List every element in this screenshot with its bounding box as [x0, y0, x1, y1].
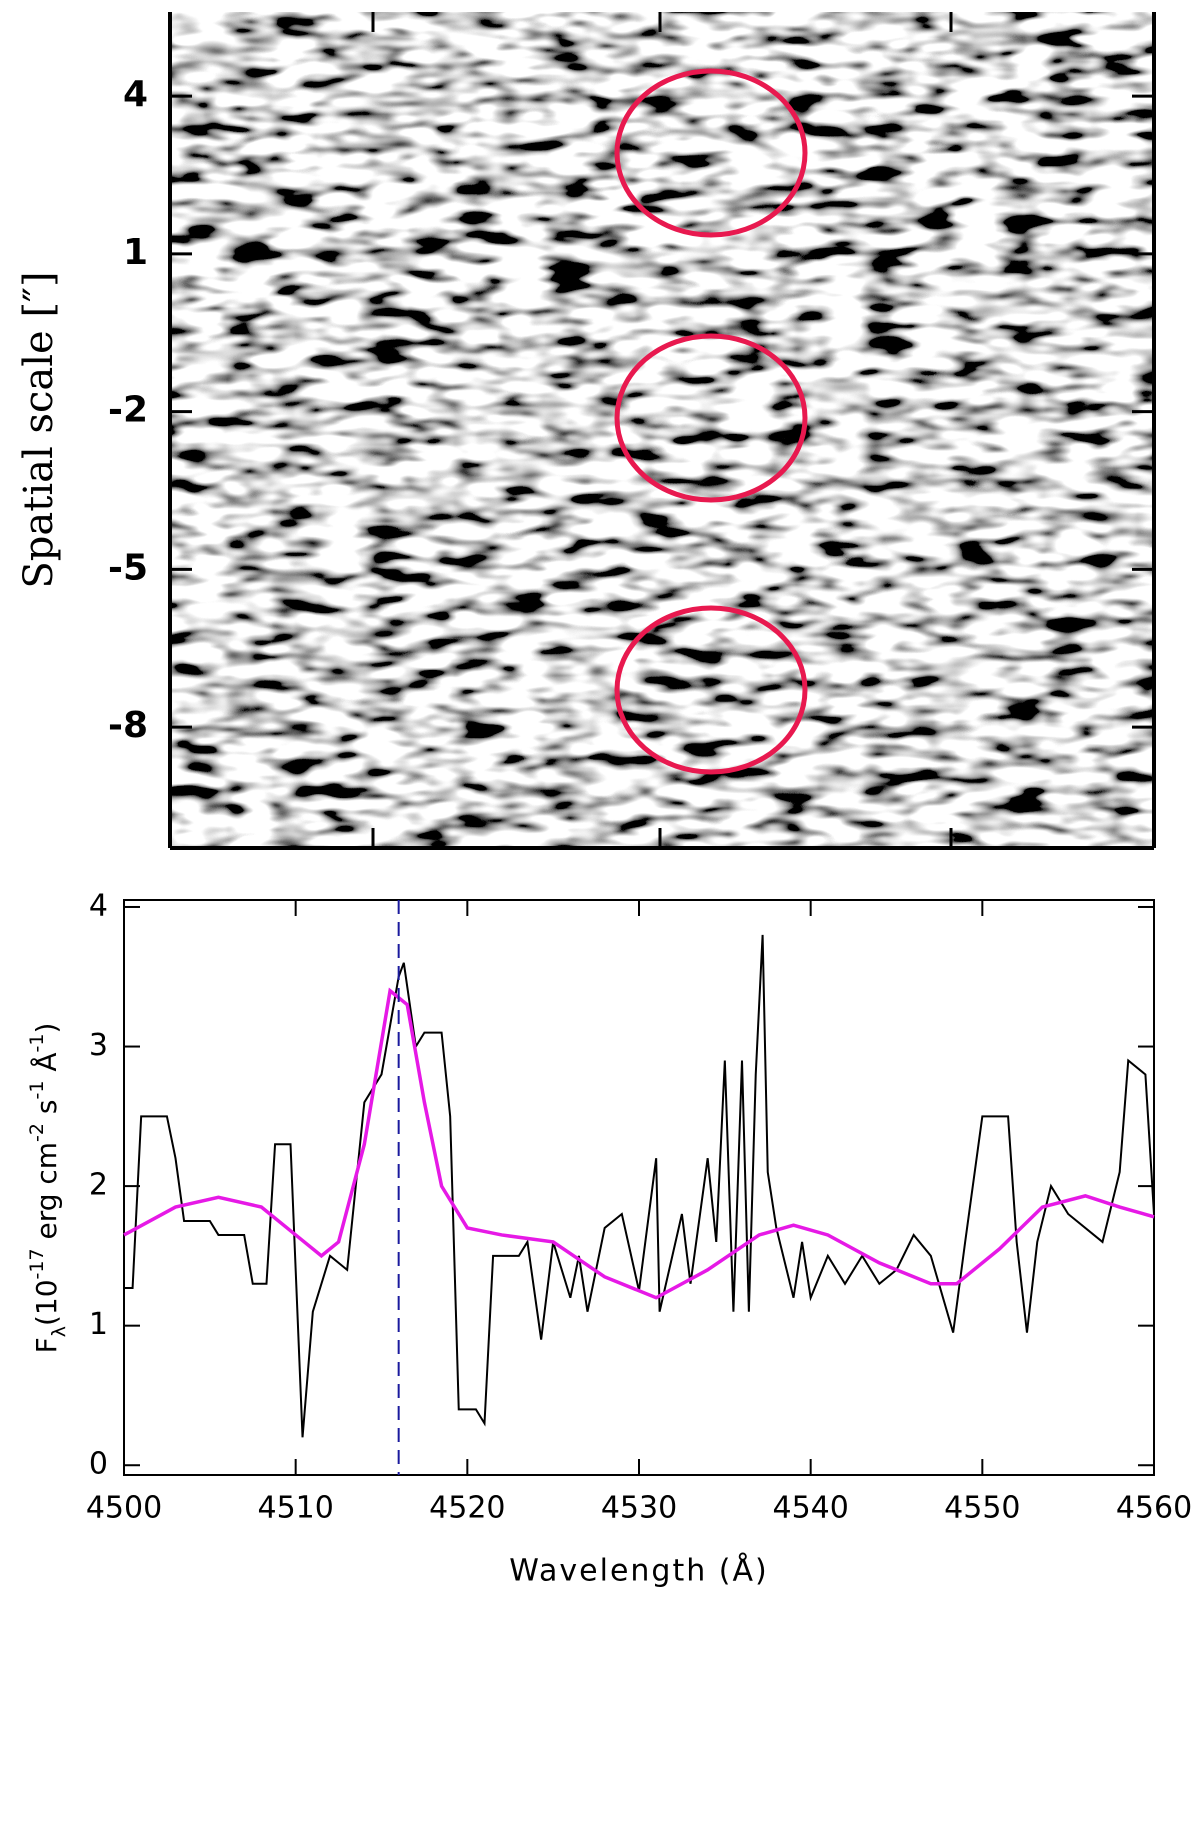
- x-tick-label: 4550: [944, 1491, 1020, 1526]
- y-axis-label-part: -17: [26, 1248, 48, 1279]
- y-axis-label-part: (10: [30, 1279, 63, 1326]
- aperture: [614, 68, 808, 238]
- y-axis-label-part: F: [30, 1337, 63, 1353]
- x-tick-label: 4520: [429, 1491, 505, 1526]
- y-tick-label: -8: [108, 705, 148, 746]
- y-axis-label-part: Å: [29, 1052, 63, 1080]
- y-tick-label: 4: [123, 74, 148, 115]
- series-line: [123, 987, 1155, 1300]
- y-tick-label: 1: [89, 1307, 108, 1342]
- apertures: [614, 68, 808, 775]
- y-axis-label-part: ): [30, 1023, 63, 1034]
- y-tick-label: 1: [123, 232, 148, 273]
- y-tick-label: 4: [89, 888, 108, 923]
- plot-frame: [123, 899, 1155, 1476]
- y-tick-label: 0: [89, 1447, 108, 1482]
- y-tick-label: 2: [89, 1168, 108, 1203]
- y-tick-label: -2: [108, 390, 148, 431]
- aperture: [614, 333, 808, 503]
- top-frame-ticks: [371, 12, 953, 848]
- x-tick-label: 4500: [86, 1491, 162, 1526]
- aperture: [614, 605, 808, 775]
- spectrum-image: [170, 12, 1154, 848]
- y-axis-label-part: -1: [26, 1034, 48, 1053]
- y-axis-label: Fλ(10-17 erg cm-2 s-1 Å-1): [26, 1023, 70, 1354]
- x-tick-label: 4530: [601, 1491, 677, 1526]
- y-axis-label-part: -2: [26, 1123, 48, 1142]
- y-tick-label: 3: [89, 1028, 108, 1063]
- y-axis-label-part: -1: [26, 1081, 48, 1100]
- y-axis-label-part: λ: [48, 1326, 70, 1337]
- y-tick-label: -5: [108, 547, 148, 588]
- y-axis-label-part: erg cm: [30, 1142, 63, 1249]
- y-axis-label-part: s: [30, 1099, 63, 1123]
- x-tick-label: 4540: [772, 1491, 848, 1526]
- series-line: [124, 934, 1155, 1438]
- x-tick-label: 4510: [257, 1491, 333, 1526]
- y-axis-label: Spatial scale [″]: [16, 271, 62, 588]
- x-tick-label: 4560: [1116, 1491, 1192, 1526]
- x-axis-label: Wavelength (Å): [509, 1553, 768, 1589]
